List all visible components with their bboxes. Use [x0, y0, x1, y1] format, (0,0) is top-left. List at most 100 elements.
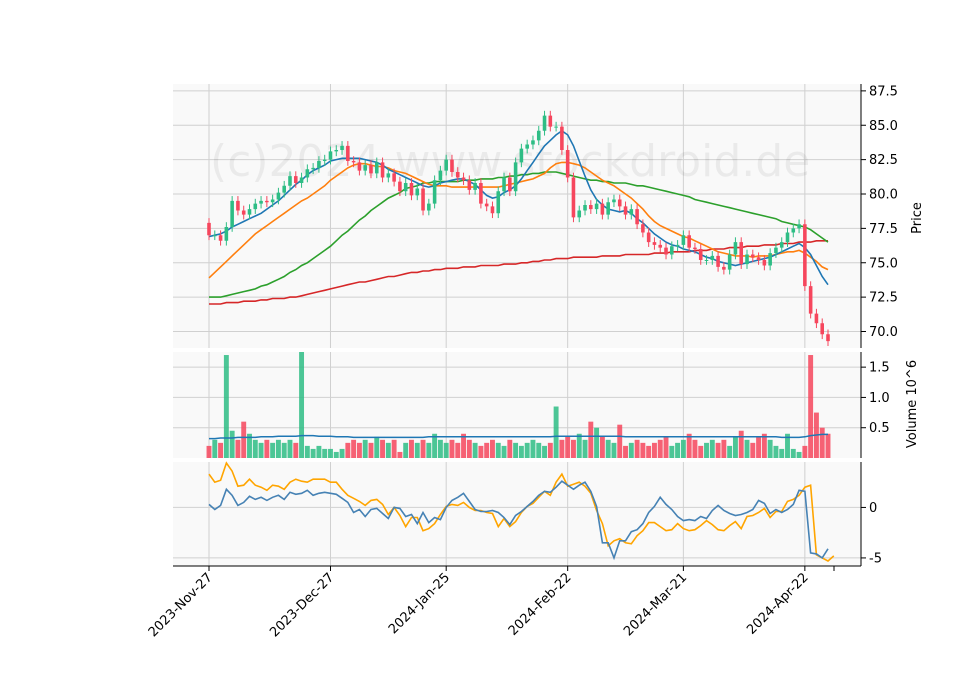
- candle-body: [288, 176, 292, 186]
- volume-bar: [599, 436, 605, 458]
- candle-body: [276, 192, 281, 200]
- candle-body: [409, 183, 414, 196]
- candle-body: [670, 246, 674, 255]
- candle-body: [374, 162, 379, 174]
- volume-bar: [235, 439, 241, 458]
- candle-body: [502, 177, 506, 192]
- candle-body: [311, 167, 315, 170]
- volume-bar: [432, 433, 438, 458]
- candle-body: [427, 203, 431, 211]
- price-tick-label: 87.5: [869, 84, 898, 99]
- volume-bar: [484, 442, 490, 458]
- volume-bar: [808, 355, 814, 458]
- volume-bar: [675, 442, 681, 458]
- price-axis-label: Price: [910, 202, 925, 234]
- candle-body: [415, 188, 420, 196]
- volume-bar: [779, 448, 785, 458]
- axes: [173, 84, 862, 567]
- volume-bar: [773, 445, 779, 458]
- volume-bar: [414, 442, 420, 458]
- volume-bar: [518, 445, 524, 458]
- volume-bar: [455, 442, 461, 458]
- volume-bar: [530, 439, 536, 458]
- candle-body: [357, 162, 362, 171]
- volume-bar: [744, 439, 750, 458]
- volume-bar: [738, 430, 744, 458]
- candle-body: [253, 203, 258, 210]
- candle-body: [733, 242, 738, 255]
- candle-body: [623, 206, 628, 215]
- volume-bar: [819, 427, 825, 458]
- candle-body: [710, 255, 715, 260]
- candle-body: [664, 247, 668, 255]
- candle-body: [583, 205, 587, 211]
- candlesticks: [207, 110, 830, 346]
- candle-body: [542, 115, 547, 131]
- volume-bar: [756, 436, 762, 458]
- volume-average-line: [209, 433, 828, 440]
- candle-body: [346, 145, 350, 161]
- candle-body: [554, 126, 558, 128]
- volume-bar: [570, 439, 576, 458]
- volume-bar: [351, 439, 357, 458]
- candle-body: [519, 148, 524, 163]
- volume-bar: [270, 442, 276, 458]
- volume-bar: [669, 445, 675, 458]
- volume-bar: [385, 442, 391, 458]
- volume-bar: [628, 442, 634, 458]
- x-tick-labels: 2023-Nov-27 2023-Dec-27 2024-Jan-25 2024-Fe…: [146, 566, 835, 640]
- volume-bar: [218, 442, 224, 458]
- volume-bar: [507, 439, 513, 458]
- candle-body: [484, 203, 489, 207]
- volume-bar: [617, 424, 623, 458]
- volume-bar: [362, 439, 368, 458]
- candle-body: [774, 247, 778, 254]
- volume-bar: [727, 445, 733, 458]
- volume-bar: [553, 406, 559, 458]
- volume-bar: [825, 433, 831, 458]
- volume-bar: [623, 445, 628, 458]
- volume-bar: [281, 442, 287, 458]
- candle-body: [693, 247, 697, 249]
- candle-body: [363, 165, 367, 171]
- volume-bar: [275, 439, 281, 458]
- volume-bar: [287, 439, 293, 458]
- volume-bar: [646, 445, 652, 458]
- x-tick-label: 2023-Dec-27: [267, 570, 337, 640]
- volume-bar: [368, 442, 374, 458]
- volume-tick-label: 1.5: [869, 361, 890, 376]
- volume-bar: [310, 448, 316, 458]
- volume-bar: [206, 445, 212, 458]
- candle-body: [652, 242, 657, 245]
- candle-body: [236, 200, 240, 211]
- candle-body: [218, 235, 223, 241]
- moving-average-lines: [208, 129, 829, 305]
- volume-bar: [588, 421, 594, 458]
- candle-body: [536, 130, 541, 141]
- volume-bar: [721, 439, 727, 458]
- candle-body: [606, 202, 610, 215]
- volume-bar: [594, 427, 600, 458]
- candle-body: [560, 126, 564, 150]
- volume-bar: [709, 439, 715, 458]
- x-tick-label: 2024-Mar-21: [621, 570, 690, 639]
- candle-body: [808, 286, 813, 314]
- volume-bar: [258, 442, 264, 458]
- price-tick-label: 85.0: [869, 119, 898, 134]
- ma-fast-line: [208, 129, 829, 286]
- oscillator-main-line: [208, 480, 829, 561]
- volume-bar: [732, 436, 738, 458]
- candle-body: [247, 209, 252, 215]
- volume-bar: [472, 442, 478, 458]
- volume-bar: [391, 439, 397, 458]
- volume-bar: [345, 442, 351, 458]
- price-tick-label: 82.5: [869, 153, 898, 168]
- volume-bar: [547, 442, 553, 458]
- candle-body: [438, 170, 443, 181]
- candle-body: [467, 180, 472, 190]
- candle-body: [490, 206, 495, 214]
- volume-bar: [420, 439, 426, 458]
- candle-body: [479, 183, 483, 204]
- candle-body: [641, 224, 645, 233]
